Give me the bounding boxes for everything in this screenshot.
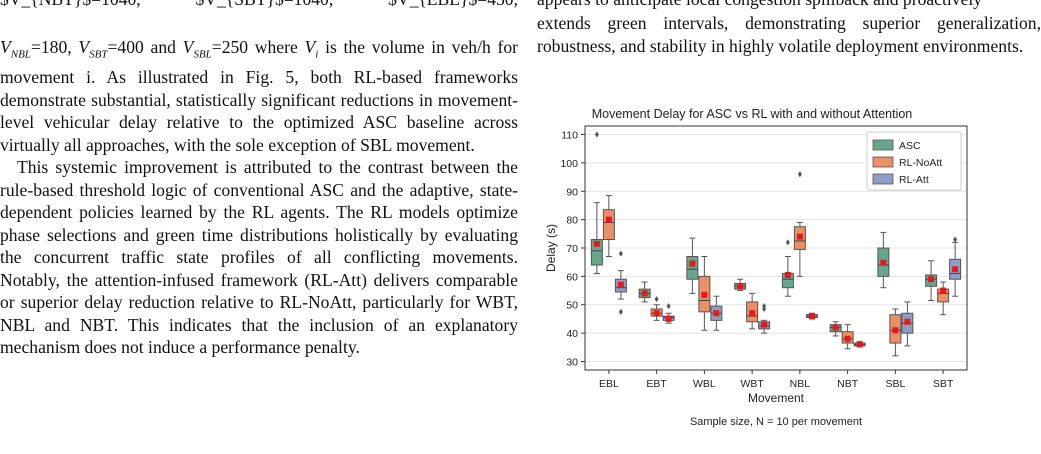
y-tick-label: 40 — [566, 328, 578, 340]
mean-marker — [713, 310, 720, 317]
plot-area: 30 40 50 60 70 80 90 100 110 EBL EBT WBL WBT NBL NBT SB… — [560, 125, 968, 390]
y-tick-label: 80 — [566, 215, 578, 227]
val-nbl: =180, — [30, 37, 79, 57]
legend-swatch — [872, 173, 894, 185]
mean-marker — [928, 276, 935, 283]
mean-marker — [892, 327, 899, 334]
right-column: appears to anticipate local congestion s… — [537, 0, 1041, 57]
mean-marker — [689, 260, 696, 267]
var-v-sbt: V — [78, 37, 90, 57]
outlier-point — [953, 236, 958, 243]
mean-marker — [784, 271, 791, 278]
plot-frame — [584, 125, 968, 371]
left-column: $V_{NBT}$=1040, $V_{SBT}$=1040, $V_{EBL}… — [0, 0, 518, 359]
y-tick-label: 70 — [566, 243, 578, 255]
cut-top-line: $V_{NBT}$=1040, $V_{SBT}$=1040, $V_{EBL}… — [0, 0, 518, 10]
y-tick-label: 30 — [566, 356, 578, 368]
sub-nbl: NBL — [10, 48, 31, 61]
mean-marker — [904, 318, 911, 325]
paragraph-improvement: This systemic improvement is attributed … — [0, 157, 518, 358]
chart-caption: Sample size, N = 10 per movement — [690, 416, 862, 428]
mean-marker — [665, 315, 672, 322]
sub-sbt: SBT — [89, 48, 108, 61]
legend-swatch — [872, 139, 894, 151]
mean-marker — [761, 321, 768, 328]
var-v-nbl: V — [0, 37, 11, 57]
y-axis-label: Delay (s) — [544, 224, 558, 272]
y-tick-label: 100 — [560, 158, 578, 170]
outlier-point — [654, 296, 659, 303]
cut-top-line-text: $V_{NBT}$=1040, $V_{SBT}$=1040, $V_{EBL}… — [0, 0, 518, 10]
outlier-point — [666, 303, 671, 310]
x-tick-label: SBL — [885, 378, 905, 390]
outlier-point — [594, 131, 599, 138]
legend-swatch — [872, 156, 894, 168]
x-tick-label: EBT — [646, 378, 667, 390]
mean-marker — [844, 335, 851, 342]
x-axis-label: Movement — [748, 391, 805, 405]
mean-marker — [641, 290, 648, 297]
mean-marker — [749, 310, 756, 317]
var-v-sbl: V — [182, 37, 194, 57]
legend-label: RL-Att — [899, 174, 929, 186]
mean-marker — [605, 216, 612, 223]
mean-marker — [737, 283, 744, 290]
mean-marker — [701, 291, 708, 298]
outlier-point — [797, 171, 802, 178]
sub-sbl: SBL — [193, 48, 212, 61]
mean-marker — [880, 259, 887, 266]
mean-marker — [653, 310, 660, 317]
paragraph-volumes-rest: is the volume in veh/h for movement i. A… — [0, 37, 519, 155]
sub-i: i — [315, 48, 319, 61]
mean-marker — [940, 287, 947, 294]
val-sbt: =400 and — [107, 37, 183, 57]
mean-marker — [952, 266, 959, 273]
box-plot-figure: Movement Delay for ASC vs RL with and wi… — [544, 107, 968, 428]
chart-title: Movement Delay for ASC vs RL with and wi… — [592, 107, 913, 121]
outlier-point — [618, 308, 623, 315]
mean-marker — [617, 281, 624, 288]
outlier-point — [618, 250, 623, 257]
x-tick-label: WBL — [693, 378, 716, 390]
right-top-line: appears to anticipate local congestion s… — [537, 0, 982, 10]
box — [686, 256, 699, 280]
outlier-point — [762, 303, 767, 310]
legend-label: ASC — [899, 140, 921, 152]
x-tick-label: NBT — [837, 378, 859, 390]
box — [590, 238, 603, 266]
var-v-i: V — [304, 37, 316, 57]
y-tick-label: 90 — [566, 186, 578, 198]
outlier-point — [785, 239, 790, 246]
mean-marker — [593, 240, 600, 247]
y-tick-label: 50 — [566, 300, 578, 312]
x-tick-label: EBL — [599, 378, 619, 390]
right-paragraph: extends green intervals, demonstrating s… — [537, 13, 1041, 56]
legend-label: RL-NoAtt — [899, 157, 942, 169]
mean-marker — [832, 324, 839, 331]
x-tick-label: NBL — [790, 378, 811, 390]
paragraph-volumes: VNBL=180, VSBT=400 and VSBL=250 where Vi… — [0, 36, 518, 156]
mean-marker — [856, 341, 863, 348]
mean-marker — [796, 233, 803, 240]
mean-marker — [808, 313, 815, 320]
y-tick-label: 110 — [561, 130, 578, 142]
x-tick-label: WBT — [740, 378, 764, 390]
val-sbl: =250 where — [211, 37, 305, 57]
y-tick-label: 60 — [566, 271, 578, 283]
x-tick-label: SBT — [933, 378, 954, 390]
box — [602, 209, 615, 240]
